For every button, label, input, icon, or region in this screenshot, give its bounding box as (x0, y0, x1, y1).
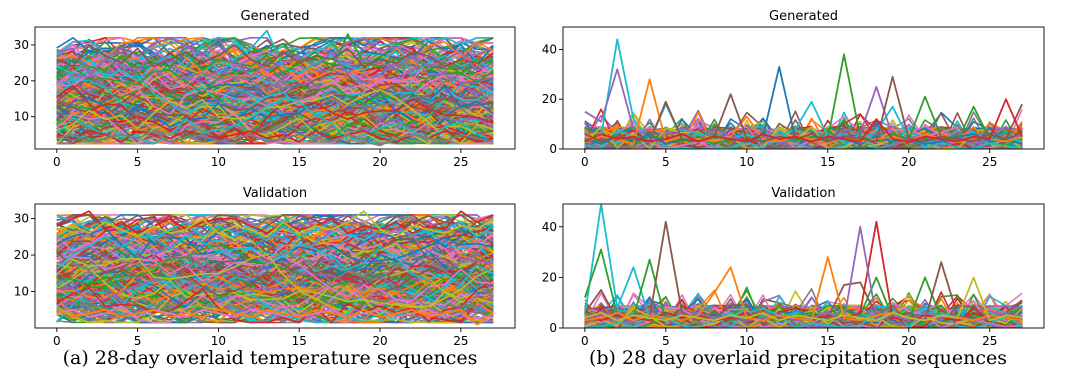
series-line (56, 105, 494, 145)
series-line (584, 220, 1023, 322)
y-tick-label: 10 (14, 285, 29, 299)
series-line (56, 263, 494, 297)
series-line (56, 253, 494, 309)
x-tick-label: 25 (982, 155, 997, 169)
series-line (584, 98, 1023, 143)
axes-frame (34, 26, 516, 150)
series-line (56, 263, 494, 324)
x-tick-label: 15 (820, 334, 835, 345)
series-line (56, 232, 494, 265)
series-line (56, 279, 494, 324)
x-tick-label: 15 (292, 155, 307, 169)
precipitation-validation-panel: 0 5 10 15 20 25 0 20 40 Validation (542, 186, 1045, 345)
y-tick-label: 20 (14, 74, 29, 88)
series-lines (56, 29, 494, 147)
panel-title: Validation (771, 186, 835, 201)
y-tick-label: 40 (542, 220, 557, 234)
series-line (56, 255, 494, 302)
series-line (56, 220, 494, 270)
series-line (56, 210, 494, 238)
y-tick-label: 40 (542, 42, 557, 56)
series-lines (584, 204, 1023, 328)
series-lines (56, 210, 494, 326)
x-tick-label: 10 (211, 334, 226, 345)
series-line (56, 63, 494, 106)
axes-frame (562, 203, 1045, 329)
series-line (56, 272, 494, 315)
precipitation-generated-panel: 0 5 10 15 20 25 0 20 40 Generated (542, 9, 1045, 169)
figure: 0 5 10 15 20 25 10 20 30 Generated 0 5 10 15 20 25 10 20… (14, 9, 1045, 345)
x-tick-label: 5 (662, 334, 670, 345)
x-tick-label: 5 (134, 334, 142, 345)
x-tick-label: 25 (453, 334, 468, 345)
series-line (56, 280, 494, 304)
x-tick-label: 25 (453, 155, 468, 169)
axes-frame (34, 203, 516, 329)
series-line (56, 29, 494, 82)
series-line (56, 214, 494, 238)
series-line (56, 48, 494, 105)
caption-temperature: (a) 28-day overlaid temperature sequence… (62, 347, 478, 369)
series-line (56, 44, 494, 68)
series-line (584, 75, 1023, 143)
series-line (56, 305, 494, 326)
y-tick-label: 0 (549, 321, 557, 335)
series-line (56, 85, 494, 128)
series-line (584, 127, 1023, 149)
series-line (56, 33, 494, 78)
x-tick-label: 0 (53, 334, 61, 345)
y-tick-label: 30 (14, 212, 29, 226)
axes-frame (562, 26, 1045, 150)
series-line (56, 84, 494, 140)
panel-title: Generated (769, 9, 838, 24)
x-tick-label: 15 (292, 334, 307, 345)
x-tick-label: 20 (372, 155, 387, 169)
series-line (56, 242, 494, 285)
x-tick-label: 0 (581, 155, 589, 169)
x-tick-label: 10 (211, 155, 226, 169)
series-line (56, 225, 494, 280)
temperature-generated-panel: 0 5 10 15 20 25 10 20 30 Generated (14, 9, 516, 169)
panel-title: Generated (241, 9, 310, 24)
x-tick-label: 20 (901, 334, 916, 345)
x-tick-label: 10 (739, 334, 754, 345)
series-line (584, 121, 1023, 149)
series-line (56, 250, 494, 283)
x-tick-label: 20 (901, 155, 916, 169)
series-line (56, 106, 494, 145)
series-line (56, 130, 494, 147)
x-tick-label: 0 (53, 155, 61, 169)
series-line (56, 62, 494, 101)
series-line (56, 210, 494, 235)
y-tick-label: 20 (542, 270, 557, 284)
temperature-validation-panel: 0 5 10 15 20 25 10 20 30 Validation (14, 186, 516, 345)
y-tick-label: 30 (14, 38, 29, 52)
x-tick-label: 25 (982, 334, 997, 345)
series-line (56, 260, 494, 300)
series-lines (584, 38, 1023, 149)
y-tick-label: 0 (549, 142, 557, 156)
y-tick-label: 10 (14, 110, 29, 124)
y-tick-label: 20 (542, 92, 557, 106)
series-line (584, 276, 1023, 322)
x-tick-label: 15 (820, 155, 835, 169)
x-tick-label: 5 (134, 155, 142, 169)
series-line (56, 56, 494, 108)
y-tick-label: 20 (14, 248, 29, 262)
x-tick-label: 5 (662, 155, 670, 169)
series-line (56, 72, 494, 114)
series-line (56, 36, 494, 75)
x-tick-label: 10 (739, 155, 754, 169)
series-line (56, 308, 494, 326)
series-line (56, 284, 494, 324)
series-line (56, 36, 494, 67)
series-line (56, 234, 494, 286)
series-line (56, 88, 494, 145)
caption-precipitation: (b) 28 day overlaid precipitation sequen… (588, 347, 1008, 369)
panel-title: Validation (243, 186, 307, 201)
x-tick-label: 0 (581, 334, 589, 345)
series-line (56, 36, 494, 81)
x-tick-label: 20 (372, 334, 387, 345)
